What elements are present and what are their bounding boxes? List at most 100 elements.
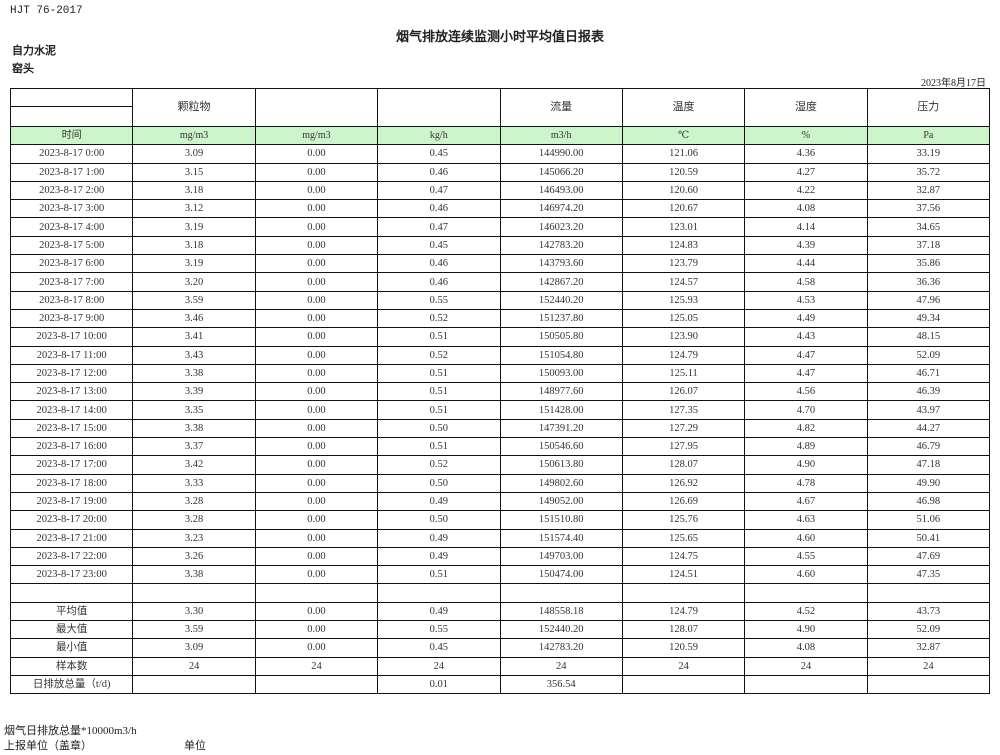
table-row-cell: 3.35 (132, 400, 256, 420)
table-row: 2023-8-17 9:00 3.46 0.00 0.52 151237.80 125.0… (9, 308, 991, 329)
summary-row-cell: 52.09 (866, 620, 991, 640)
table-row-cell: 0.00 (254, 491, 379, 512)
header-row-cell: 颗粒物 (132, 88, 256, 127)
table-row: 2023-8-17 19:00 3.28 0.00 0.49 149052.00 126.… (9, 491, 991, 512)
header-row-cell (254, 88, 379, 127)
table-row-cell: 0.00 (254, 290, 379, 310)
summary-row-cell: 平均值 (9, 601, 134, 622)
table-row-cell: 4.55 (744, 546, 868, 567)
table-row-cell: 3.38 (132, 418, 256, 439)
table-row-cell: 0.00 (254, 510, 379, 530)
table-row-cell: 149052.00 (499, 491, 623, 512)
table-row-cell: 3.18 (132, 180, 256, 201)
table-row: 2023-8-17 5:00 3.18 0.00 0.45 142783.20 124.8… (9, 235, 991, 256)
table-row-cell: 3.38 (132, 565, 256, 585)
units-row-cell: ℃ (621, 125, 746, 146)
table-row-cell: 125.93 (621, 290, 746, 310)
table-row-cell: 34.65 (866, 217, 991, 237)
table-row-cell: 147391.20 (499, 418, 623, 439)
table-row-cell: 4.78 (744, 473, 868, 493)
table-row-cell: 2023-8-17 1:00 (9, 162, 134, 182)
table-row: 2023-8-17 3:00 3.12 0.00 0.46 146974.20 120.6… (9, 199, 991, 219)
table-row-cell: 2023-8-17 14:00 (9, 400, 134, 420)
table-row-cell: 44.27 (866, 418, 991, 439)
table-row-cell: 2023-8-17 3:00 (9, 199, 134, 219)
table-row-cell: 127.95 (621, 437, 746, 457)
table-row-cell: 3.19 (132, 254, 256, 274)
table-row-cell: 0.00 (254, 327, 379, 347)
summary-row-cell: 0.55 (377, 620, 501, 640)
table-row-cell: 46.98 (866, 491, 991, 512)
table-row-cell: 0.00 (254, 235, 379, 256)
table-row-cell: 46.71 (866, 363, 991, 384)
table-row-cell: 3.33 (132, 473, 256, 493)
blank-row-cell (377, 583, 501, 603)
table-row-cell: 3.39 (132, 382, 256, 402)
table-row: 2023-8-17 6:00 3.19 0.00 0.46 143793.60 123.7… (9, 254, 991, 274)
table-row-cell: 125.76 (621, 510, 746, 530)
table-row-cell: 151054.80 (499, 345, 623, 365)
footer-note: 烟气日排放总量*10000m3/h (4, 725, 137, 737)
summary-row-cell: 128.07 (621, 620, 746, 640)
table-row: 2023-8-17 10:00 3.41 0.00 0.51 150505.80 123.… (9, 327, 991, 347)
table-row-cell: 0.51 (377, 400, 501, 420)
table-row-cell: 151574.40 (499, 528, 623, 548)
table-row-cell: 150613.80 (499, 455, 623, 475)
reporter-label: 上报单位（盖章） (4, 740, 92, 752)
summary-row-cell: 3.59 (132, 620, 256, 640)
table-row-cell: 3.43 (132, 345, 256, 365)
table-row-cell: 0.00 (254, 180, 379, 201)
table-row-cell: 4.82 (744, 418, 868, 439)
table-row-cell: 149703.00 (499, 546, 623, 567)
header-row: 颗粒物 流量 温度 湿度 压力 (9, 88, 991, 127)
table-row: 2023-8-17 23:00 3.38 0.00 0.51 150474.00 124.… (9, 565, 991, 585)
table-row-cell: 46.79 (866, 437, 991, 457)
table-row-cell: 120.59 (621, 162, 746, 182)
table-row-cell: 127.35 (621, 400, 746, 420)
table-row-cell: 4.22 (744, 180, 868, 201)
blank-row-cell (254, 583, 379, 603)
summary-row-cell: 样本数 (9, 656, 134, 676)
table-row-cell: 120.60 (621, 180, 746, 201)
table-row-cell: 0.45 (377, 144, 501, 164)
units-row-cell: 时间 (9, 125, 134, 146)
table-row-cell: 0.46 (377, 162, 501, 182)
summary-row-cell: 24 (621, 656, 746, 676)
table-row-cell: 0.00 (254, 455, 379, 475)
summary-row-cell: 0.00 (254, 601, 379, 622)
table-row-cell: 48.15 (866, 327, 991, 347)
table-row-cell: 3.19 (132, 217, 256, 237)
table-row-cell: 3.18 (132, 235, 256, 256)
summary-row-cell (254, 674, 379, 695)
table-row-cell: 0.00 (254, 272, 379, 292)
table-row-cell: 0.46 (377, 254, 501, 274)
table-row-cell: 2023-8-17 20:00 (9, 510, 134, 530)
table-row-cell: 125.05 (621, 308, 746, 329)
summary-row: 最大值 3.59 0.00 0.55 152440.20 128.07 4.90 52.09 (9, 620, 991, 640)
table-row: 2023-8-17 4:00 3.19 0.00 0.47 146023.20 123.0… (9, 217, 991, 237)
table-row-cell: 0.00 (254, 217, 379, 237)
table-row-cell: 50.41 (866, 528, 991, 548)
table-row-cell: 35.86 (866, 254, 991, 274)
table-row-cell: 0.00 (254, 144, 379, 164)
units-row-cell: mg/m3 (254, 125, 379, 146)
table-row-cell: 3.26 (132, 546, 256, 567)
table-row-cell: 151428.00 (499, 400, 623, 420)
table-row-cell: 4.67 (744, 491, 868, 512)
table-row-cell: 0.00 (254, 199, 379, 219)
table-row-cell: 0.00 (254, 345, 379, 365)
table-row-cell: 142783.20 (499, 235, 623, 256)
table-row-cell: 0.00 (254, 162, 379, 182)
table-row: 2023-8-17 7:00 3.20 0.00 0.46 142867.20 124.5… (9, 272, 991, 292)
table-row-cell: 4.39 (744, 235, 868, 256)
summary-row-cell: 最小值 (9, 638, 134, 658)
report-date: 2023年8月17日 (921, 78, 986, 89)
blank-row-cell (621, 583, 746, 603)
company-name: 自力水泥 (12, 45, 56, 57)
table-row-cell: 3.41 (132, 327, 256, 347)
summary-row-cell: 24 (132, 656, 256, 676)
table-row-cell: 46.39 (866, 382, 991, 402)
divider (11, 106, 132, 107)
table-row-cell: 3.15 (132, 162, 256, 182)
units-row-cell: kg/h (377, 125, 501, 146)
